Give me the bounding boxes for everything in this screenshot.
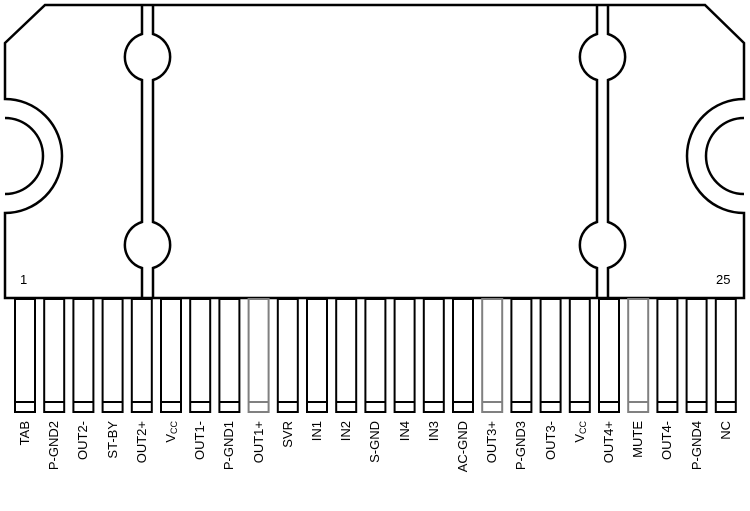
pin-label-9: OUT1+ <box>250 421 266 464</box>
pin-4 <box>101 298 124 413</box>
right-slot <box>578 5 627 298</box>
pin-2 <box>43 298 66 413</box>
pin-17 <box>481 298 504 413</box>
package-body-outline <box>3 3 746 300</box>
pin-label-17: OUT3+ <box>484 421 500 464</box>
pin-1-marker: 1 <box>20 272 28 287</box>
pin-label-11: IN1 <box>309 421 324 442</box>
pin-label-2: P-GND2 <box>46 421 62 471</box>
pin-5 <box>130 298 153 413</box>
pin-18 <box>510 298 533 413</box>
pin-12 <box>335 298 358 413</box>
pin-7 <box>189 298 212 413</box>
pin-label-25: NC <box>717 421 733 440</box>
pin-19 <box>539 298 562 413</box>
pin-16 <box>452 298 474 413</box>
pin-label-18: P-GND3 <box>513 421 529 471</box>
pin-label-1: TAB <box>17 421 32 446</box>
pin-label-7: OUT1- <box>192 421 208 460</box>
pin-label-8: P-GND1 <box>221 421 237 471</box>
pin-label-20: VCC <box>571 421 588 443</box>
pin-label-10: SVR <box>279 421 295 448</box>
pin-22 <box>627 298 650 413</box>
pin-label-6: VCC <box>163 421 179 443</box>
pin-14 <box>393 298 416 413</box>
pin-label-15: IN3 <box>425 421 441 442</box>
pin-20 <box>568 298 591 413</box>
pin-label-16: AC-GND <box>455 421 470 473</box>
pin-label-23: OUT4- <box>659 421 675 460</box>
pin-6 <box>160 298 182 413</box>
pin-13 <box>364 298 387 413</box>
pin-25 <box>714 298 737 413</box>
pin-21 <box>598 298 620 413</box>
left-notch-inner-arc <box>4 116 45 196</box>
pin-label-3: OUT2- <box>75 421 91 460</box>
pin-label-14: IN4 <box>396 421 412 442</box>
pin-1 <box>14 298 36 413</box>
pin-label-21: OUT4+ <box>601 421 616 464</box>
pin-label-19: OUT3- <box>542 421 558 460</box>
pin-25-marker: 25 <box>716 272 731 287</box>
pin-10 <box>276 298 299 413</box>
pin-11 <box>306 298 328 413</box>
pin-label-12: IN2 <box>338 421 354 442</box>
ic-package-diagram <box>3 3 746 413</box>
pin-3 <box>72 298 95 413</box>
right-notch-inner-arc <box>704 116 745 196</box>
pin-label-13: S-GND <box>367 421 383 463</box>
left-slot <box>123 5 172 298</box>
pin-24 <box>685 298 708 413</box>
pin-23 <box>656 298 679 413</box>
pin-9 <box>247 298 270 413</box>
pins-group <box>14 298 737 413</box>
pin-label-4: ST-BY <box>104 421 120 459</box>
pin-label-5: OUT2+ <box>133 421 149 464</box>
pin-label-24: P-GND4 <box>688 421 704 471</box>
pin-label-22: MUTE <box>630 421 646 458</box>
pin-15 <box>422 298 445 413</box>
pin-8 <box>218 298 241 413</box>
